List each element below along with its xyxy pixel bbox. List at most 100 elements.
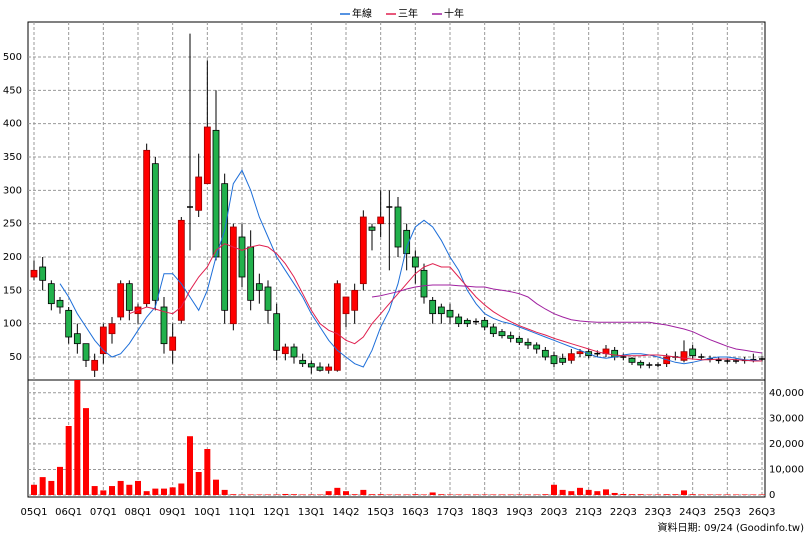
candle-body [160, 306, 168, 345]
volume-bar [499, 494, 505, 495]
candle-body [628, 357, 636, 363]
x-tick-label: 24Q3 [679, 507, 706, 518]
x-tick-label: 22Q3 [610, 507, 637, 518]
candle-body [30, 269, 38, 278]
volume-bar [308, 494, 315, 495]
candle-body [307, 363, 315, 368]
candle-body [143, 149, 151, 305]
candle-body [151, 163, 159, 301]
y-tick-label: 150 [3, 285, 22, 296]
candle-body [325, 366, 333, 371]
candle-body [117, 283, 125, 318]
candle-body [507, 335, 515, 339]
volume-bar [152, 488, 159, 495]
candle-body [203, 126, 211, 185]
volume-bar [65, 426, 72, 495]
volume-bar [178, 483, 185, 495]
x-tick-label: 20Q3 [541, 507, 568, 518]
volume-bar [542, 494, 549, 495]
candle-body [290, 346, 298, 358]
candle-body [637, 361, 645, 366]
volume-bar [516, 494, 523, 495]
volume-bar [230, 494, 237, 495]
candle-body [524, 341, 532, 346]
volume-bar [83, 408, 89, 495]
volume-bar [109, 486, 115, 495]
candle-body [99, 326, 107, 355]
volume-bar [291, 494, 297, 495]
volume-bar [351, 494, 358, 495]
ma-line [371, 284, 763, 354]
volume-bar [551, 484, 557, 495]
candle-body [611, 349, 619, 358]
candle-body [541, 349, 549, 358]
candle-body [195, 176, 203, 211]
volume-bar [57, 466, 63, 495]
y-tick-label: 250 [3, 219, 22, 230]
volume-bar [473, 494, 479, 495]
volume-bar [585, 489, 592, 495]
volume-bar [481, 494, 488, 495]
candle-body [533, 344, 541, 350]
volume-bar [698, 494, 705, 495]
volume-bar [447, 494, 453, 495]
candle-body [273, 313, 281, 351]
candle-body [65, 309, 73, 338]
volume-bar [568, 491, 575, 495]
y-tick-label: 500 [3, 52, 22, 63]
volume-bar [239, 494, 245, 495]
y2-tick-label: 20,000 [769, 439, 804, 450]
x-tick-label: 14Q2 [333, 507, 360, 518]
volume-bar [31, 484, 37, 495]
x-tick-label: 09Q1 [159, 507, 186, 518]
y-tick-label: 400 [3, 119, 22, 130]
candle-body [238, 236, 246, 278]
volume-bar [48, 480, 55, 495]
ma-line [129, 243, 762, 362]
candle-body [39, 266, 47, 281]
volume-bar [759, 494, 765, 495]
candle-body [316, 366, 324, 371]
candle-body [73, 333, 81, 345]
candle-body [394, 206, 402, 248]
volume-bar [611, 492, 618, 495]
candle-body [255, 283, 263, 291]
volume-bar [689, 494, 696, 495]
volume-bar [750, 494, 757, 495]
x-tick-label: 07Q1 [90, 507, 117, 518]
volume-bar [195, 472, 202, 495]
y-tick-label: 350 [3, 152, 22, 163]
volume-bar [421, 494, 427, 495]
x-tick-label: 13Q1 [298, 507, 325, 518]
legend-label: 年線 [352, 7, 372, 20]
volume-bar [629, 494, 635, 495]
candle-body [212, 129, 220, 258]
volume-bar [169, 487, 176, 495]
y-tick-label: 200 [3, 252, 22, 263]
x-tick-label: 12Q1 [263, 507, 290, 518]
y-tick-label: 300 [3, 185, 22, 196]
y-tick-label: 50 [9, 352, 22, 363]
x-tick-label: 10Q1 [194, 507, 221, 518]
candle-body [489, 326, 497, 335]
volume-bar [213, 479, 219, 495]
volume-bar [533, 494, 540, 495]
legend-label: 十年 [444, 7, 464, 20]
volume-bar [464, 494, 471, 495]
volume-bar [334, 487, 341, 495]
volume-bar [369, 494, 375, 495]
candle-body [299, 359, 307, 365]
candle-body [368, 226, 376, 231]
candle-body [429, 299, 437, 315]
volume-bar [247, 494, 254, 495]
volume-bar [681, 490, 687, 495]
volume-bar [724, 494, 731, 495]
volume-bar [126, 484, 133, 495]
candle-body [559, 357, 567, 363]
candle-body [247, 246, 255, 301]
candle-body [515, 337, 523, 343]
x-tick-label: 05Q1 [21, 507, 48, 518]
x-tick-label: 17Q3 [437, 507, 464, 518]
ma-line [59, 169, 763, 368]
